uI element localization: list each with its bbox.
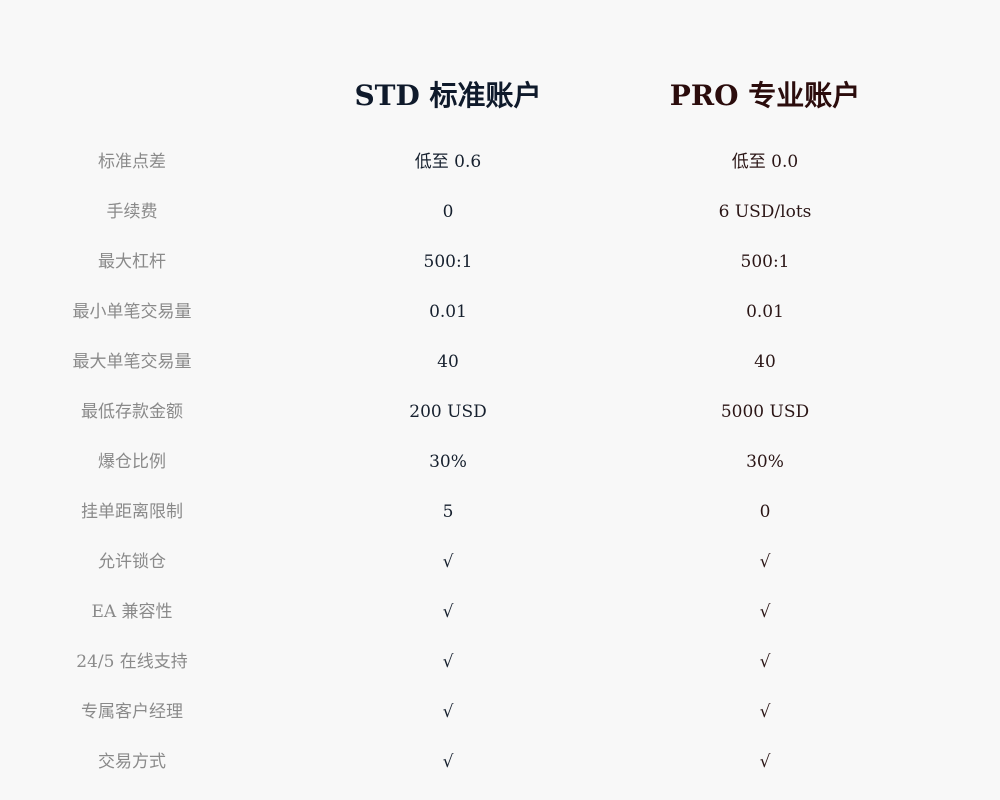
table-row: 允许锁仓 √ √ (0, 550, 1000, 600)
row-label: 最大杠杆 (98, 252, 166, 272)
row-label: 允许锁仓 (98, 552, 166, 572)
table-row: 标准点差 低至 0.6 低至 0.0 (0, 150, 1000, 200)
table-row: 最小单笔交易量 0.01 0.01 (0, 300, 1000, 350)
table-row: 专属客户经理 √ √ (0, 700, 1000, 750)
std-value: 500:1 (423, 252, 473, 272)
std-value: √ (442, 652, 454, 672)
row-label: 手续费 (106, 202, 158, 222)
table-row: 最低存款金额 200 USD 5000 USD (0, 400, 1000, 450)
table-row: 最大杠杆 500:1 500:1 (0, 250, 1000, 300)
pro-value: √ (759, 552, 771, 572)
row-label: 24/5 在线支持 (76, 652, 188, 672)
pro-value: 0 (759, 502, 771, 522)
pro-value: 30% (746, 452, 784, 472)
row-label: 爆仓比例 (98, 452, 166, 472)
pro-value: √ (759, 652, 771, 672)
row-label: EA 兼容性 (91, 602, 173, 622)
pro-value: 0.01 (746, 302, 784, 322)
std-value: √ (442, 702, 454, 722)
std-value: 低至 0.6 (414, 152, 482, 172)
row-label: 最小单笔交易量 (72, 302, 192, 322)
pro-value: √ (759, 752, 771, 772)
std-value: 40 (437, 352, 459, 372)
std-value: √ (442, 602, 454, 622)
table-row: 爆仓比例 30% 30% (0, 450, 1000, 500)
pro-value: 6 USD/lots (718, 202, 812, 222)
std-value: 5 (442, 502, 454, 522)
std-value: 0 (442, 202, 454, 222)
std-value: √ (442, 552, 454, 572)
row-label: 最低存款金额 (81, 402, 183, 422)
pro-value: 40 (754, 352, 776, 372)
std-value: 200 USD (409, 402, 487, 422)
table-row: 交易方式 √ √ (0, 750, 1000, 800)
table-row: 24/5 在线支持 √ √ (0, 650, 1000, 700)
std-value: 0.01 (429, 302, 467, 322)
table-row: EA 兼容性 √ √ (0, 600, 1000, 650)
pro-value: √ (759, 702, 771, 722)
table-row: 手续费 0 6 USD/lots (0, 200, 1000, 250)
row-label: 最大单笔交易量 (72, 352, 192, 372)
pro-value: 500:1 (740, 252, 790, 272)
row-label: 挂单距离限制 (81, 502, 183, 522)
pro-value: 低至 0.0 (731, 152, 799, 172)
std-value: √ (442, 752, 454, 772)
row-label: 专属客户经理 (81, 702, 183, 722)
table-row: 最大单笔交易量 40 40 (0, 350, 1000, 400)
pro-account-header: PRO 专业账户 (669, 79, 861, 112)
row-label: 标准点差 (98, 152, 166, 172)
pro-value: 5000 USD (720, 402, 810, 422)
std-account-header: STD 标准账户 (354, 79, 542, 112)
row-label: 交易方式 (98, 752, 166, 772)
pro-value: √ (759, 602, 771, 622)
std-value: 30% (429, 452, 467, 472)
table-row: 挂单距离限制 5 0 (0, 500, 1000, 550)
